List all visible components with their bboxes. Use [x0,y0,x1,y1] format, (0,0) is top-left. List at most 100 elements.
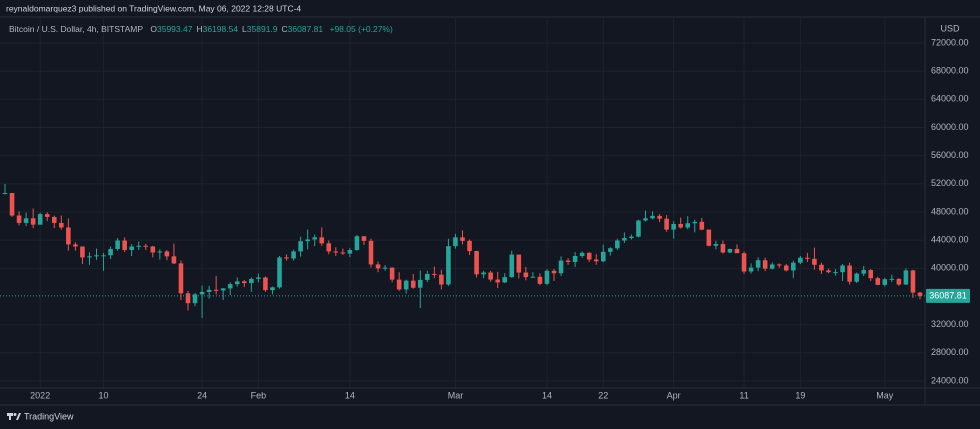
candle-body [629,236,634,239]
candle-body [178,263,184,294]
candle-body [861,270,866,274]
candle-body [671,223,676,230]
candle-body [734,248,740,254]
candle-body [776,264,782,266]
candle-body [425,273,430,280]
candle-body [882,279,888,285]
candle-body [495,279,500,283]
x-tick-label: 2022 [30,390,50,400]
candle-body [643,218,648,221]
x-tick-label: 22 [598,390,608,400]
candle-body [312,237,317,240]
candle-body [819,264,824,271]
candle-body [157,251,163,253]
candle-body [439,274,444,285]
footer-brand: TradingView [24,411,74,421]
candle-body [382,267,388,269]
candle-body [270,287,275,291]
candle-body [474,251,479,275]
x-tick-label: 14 [542,390,552,400]
change: +98.05 (+0.27%) [329,24,393,34]
candle-body [565,260,571,262]
candle-body [558,260,564,274]
candle-body [122,240,127,251]
symbol-title: Bitcoin / U.S. Dollar, 4h, BITSTAMP [9,24,143,34]
candle-body [66,227,71,245]
y-tick-label: 40000.00 [931,263,969,273]
candle-body [199,291,205,295]
candle-body [347,250,353,254]
candle-body [755,260,761,268]
candle-body [234,281,240,285]
candle-body [417,279,423,288]
candle-body [509,254,515,278]
candle-body [903,270,909,285]
candle-body [220,288,226,291]
x-tick-label: Apr [667,390,681,400]
candle-body [692,221,698,224]
legend-value: 35891.9 [246,24,278,34]
candle-body [30,218,36,225]
candle-body [854,273,859,282]
candle-body [727,248,733,253]
candle-body [699,221,705,230]
candle-body [136,245,142,247]
y-tick-label: 32000.00 [931,319,969,329]
candle-body [544,270,550,284]
candle-body [298,241,303,252]
candle-body [791,262,796,271]
y-tick-label: 24000.00 [931,375,969,385]
candle-body [340,252,346,254]
candle-body [143,245,149,247]
candle-body [403,280,409,290]
candle-body [16,215,22,223]
candle-body [206,289,212,292]
candle-body [9,192,15,216]
candle-body [706,229,712,246]
candle-body [23,218,29,223]
candle-body [227,284,233,289]
candle-body [741,253,747,272]
legend-key: O [150,24,157,34]
candle-body [678,223,683,228]
candle-body [622,238,627,241]
x-tick-label: 11 [739,390,748,400]
candle-body [59,222,64,228]
candle-body [192,294,198,304]
candle-body [375,264,381,269]
candle-body [389,267,395,280]
candle-body [579,252,585,257]
candle-body [51,216,57,223]
candle-body [277,257,282,288]
candle-body [812,258,817,265]
candle-body [769,264,775,269]
candle-body [551,270,557,274]
candle-body [910,270,916,293]
candle-body [467,240,472,252]
x-tick-label: May [876,390,894,400]
candle-body [572,256,578,262]
candle-body [608,248,613,252]
candle-body [108,248,113,256]
y-tick-label: 60000.00 [931,122,969,132]
grid [0,17,925,388]
candle-body [460,237,465,241]
candle-body [488,272,493,280]
candle-body [291,251,296,259]
candle-body [171,256,177,264]
candle-body [615,240,620,249]
candle-body [593,259,599,262]
candle-body [523,272,529,278]
ohlc: O35993.47 H36198.54 L35891.9 C36087.81 [150,24,327,34]
candle-body [713,244,719,246]
legend-key: L [242,24,247,34]
candle-body [284,257,289,259]
candle-body [481,272,486,275]
candle-body [762,260,768,269]
y-tick-label: 72000.00 [931,37,969,47]
candle-body [256,277,261,279]
candle-body [361,236,367,241]
candle-body [396,279,402,290]
